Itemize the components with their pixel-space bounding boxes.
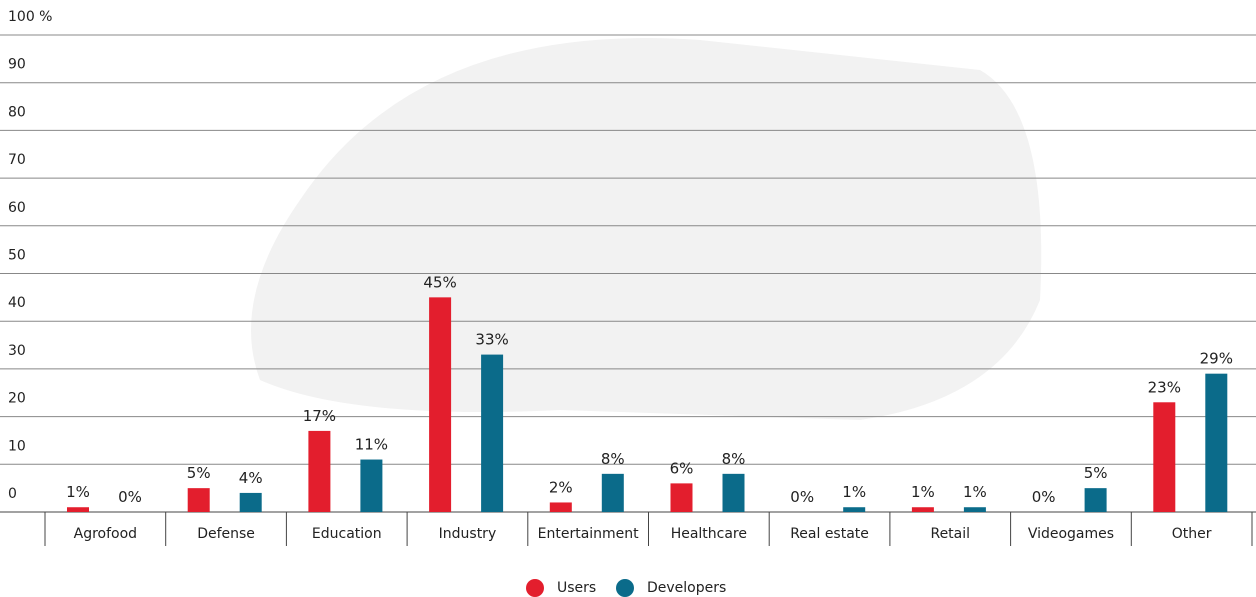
- bar: [1205, 373, 1228, 512]
- value-label: 0%: [790, 488, 814, 506]
- bar: [360, 459, 383, 512]
- x-tick-label: Agrofood: [74, 526, 137, 542]
- value-label: 2%: [549, 478, 573, 496]
- value-label: 6%: [670, 459, 694, 477]
- bar: [911, 507, 934, 512]
- value-label: 33%: [475, 331, 508, 349]
- y-tick-label: 70: [8, 152, 26, 168]
- value-label: 1%: [911, 483, 935, 501]
- x-tick-label: Industry: [439, 526, 497, 542]
- value-label: 1%: [66, 483, 90, 501]
- x-tick-label: Healthcare: [671, 526, 747, 542]
- x-tick-label: Retail: [930, 526, 970, 542]
- y-tick-label: 50: [8, 248, 26, 264]
- y-tick-label: 90: [8, 57, 26, 73]
- value-label: 29%: [1200, 350, 1233, 368]
- x-tick-label: Other: [1172, 526, 1212, 542]
- bar: [187, 488, 210, 512]
- bar: [239, 492, 262, 512]
- value-label: 1%: [842, 483, 866, 501]
- value-label: 0%: [1032, 488, 1056, 506]
- bar: [549, 502, 572, 512]
- value-label: 11%: [355, 436, 388, 454]
- x-tick-label: Real estate: [790, 526, 869, 542]
- x-tick-label: Education: [312, 526, 382, 542]
- background-illustration: [251, 38, 1042, 420]
- y-tick-label: 10: [8, 438, 26, 454]
- x-tick-label: Entertainment: [538, 526, 640, 542]
- value-label: 23%: [1148, 378, 1181, 396]
- legend-marker: [526, 579, 544, 597]
- bar: [601, 473, 624, 512]
- legend-label: Developers: [647, 580, 726, 596]
- bar: [1084, 488, 1107, 512]
- legend-label: Users: [557, 580, 596, 596]
- x-tick-label: Videogames: [1028, 526, 1114, 542]
- y-tick-label: 0: [8, 486, 17, 502]
- y-tick-label: 100 %: [8, 9, 52, 25]
- bar: [308, 430, 331, 512]
- bar: [67, 507, 89, 512]
- value-label: 17%: [303, 407, 336, 425]
- y-tick-label: 40: [8, 295, 26, 311]
- legend-marker: [616, 579, 634, 597]
- value-label: 45%: [423, 273, 456, 291]
- value-label: 5%: [1084, 464, 1108, 482]
- bar: [670, 483, 693, 512]
- value-label: 5%: [187, 464, 211, 482]
- y-tick-label: 60: [8, 200, 26, 216]
- y-tick-label: 20: [8, 391, 26, 407]
- value-label: 8%: [722, 450, 746, 468]
- value-label: 4%: [239, 469, 263, 487]
- x-tick-label: Defense: [197, 526, 255, 542]
- value-label: 8%: [601, 450, 625, 468]
- bar: [429, 297, 452, 512]
- value-label: 1%: [963, 483, 987, 501]
- y-tick-label: 30: [8, 343, 26, 359]
- bar: [963, 507, 986, 512]
- bar: [843, 507, 866, 512]
- value-label: 0%: [118, 488, 142, 506]
- bar: [722, 473, 745, 512]
- bar: [1153, 402, 1176, 512]
- y-tick-label: 80: [8, 104, 26, 120]
- bar: [481, 354, 504, 512]
